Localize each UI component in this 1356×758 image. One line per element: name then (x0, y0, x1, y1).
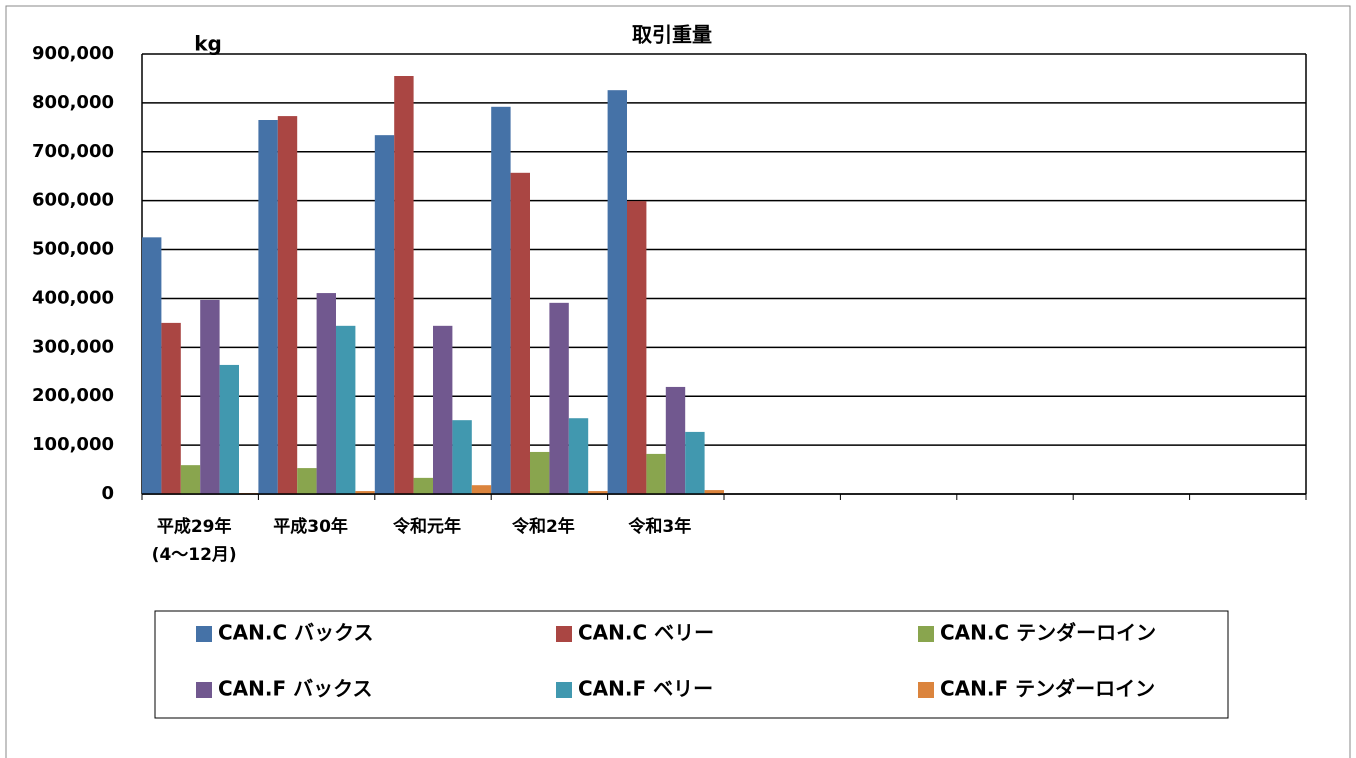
y-tick-label: 400,000 (32, 287, 114, 308)
y-tick-label: 600,000 (32, 190, 114, 211)
bar (316, 293, 336, 494)
chart-border (5, 5, 1351, 758)
bar (646, 453, 666, 494)
bar (452, 420, 472, 494)
legend-label: CAN.C ベリー (578, 621, 714, 645)
bar (258, 120, 278, 494)
bar (704, 490, 724, 494)
bar (374, 135, 395, 494)
legend-swatch (196, 682, 212, 698)
legend-swatch (556, 682, 572, 698)
y-tick-label: 500,000 (32, 239, 114, 260)
bar (297, 468, 317, 494)
legend-swatch (196, 626, 212, 642)
bar (627, 201, 647, 494)
legend-label: CAN.C バックス (218, 621, 374, 645)
legend-swatch (918, 682, 934, 698)
legend-swatch (918, 626, 934, 642)
x-tick-label: 平成30年 (273, 517, 348, 537)
bar (161, 322, 181, 494)
legend-label: CAN.F テンダーロイン (940, 677, 1155, 701)
x-tick-label: 令和3年 (628, 517, 692, 537)
bar (471, 485, 492, 494)
bar (142, 237, 162, 495)
y-unit-label: kg (194, 32, 222, 56)
bar (394, 76, 414, 494)
bar (588, 491, 608, 494)
bar (355, 491, 375, 494)
bar (568, 418, 589, 494)
bar (510, 172, 530, 495)
bar (219, 364, 239, 494)
bar (200, 299, 220, 494)
y-tick-label: 0 (101, 483, 114, 504)
bar (336, 325, 356, 494)
x-tick-label: 令和元年 (393, 517, 461, 537)
bar (277, 116, 298, 494)
bar (685, 431, 705, 494)
x-tick-label: 平成29年 (4～12月) (151, 517, 237, 565)
bar (491, 106, 511, 495)
legend-box (154, 610, 1229, 719)
bar (180, 465, 201, 494)
y-tick-label: 100,000 (32, 434, 114, 455)
legend-label: CAN.F ベリー (578, 677, 713, 701)
x-tick-label: 令和2年 (511, 517, 575, 537)
bar (413, 477, 433, 494)
y-tick-label: 800,000 (32, 92, 114, 113)
bar (549, 302, 569, 494)
bar (665, 386, 686, 494)
legend-label: CAN.F バックス (218, 677, 373, 701)
y-tick-label: 900,000 (32, 43, 114, 64)
y-tick-label: 300,000 (32, 336, 114, 357)
bar (530, 451, 550, 494)
y-tick-label: 700,000 (32, 141, 114, 162)
bar (433, 325, 453, 494)
chart-title: 取引重量 (632, 23, 712, 47)
bar (607, 90, 627, 494)
legend-swatch (556, 626, 572, 642)
y-tick-label: 200,000 (32, 385, 114, 406)
legend-label: CAN.C テンダーロイン (940, 621, 1156, 645)
